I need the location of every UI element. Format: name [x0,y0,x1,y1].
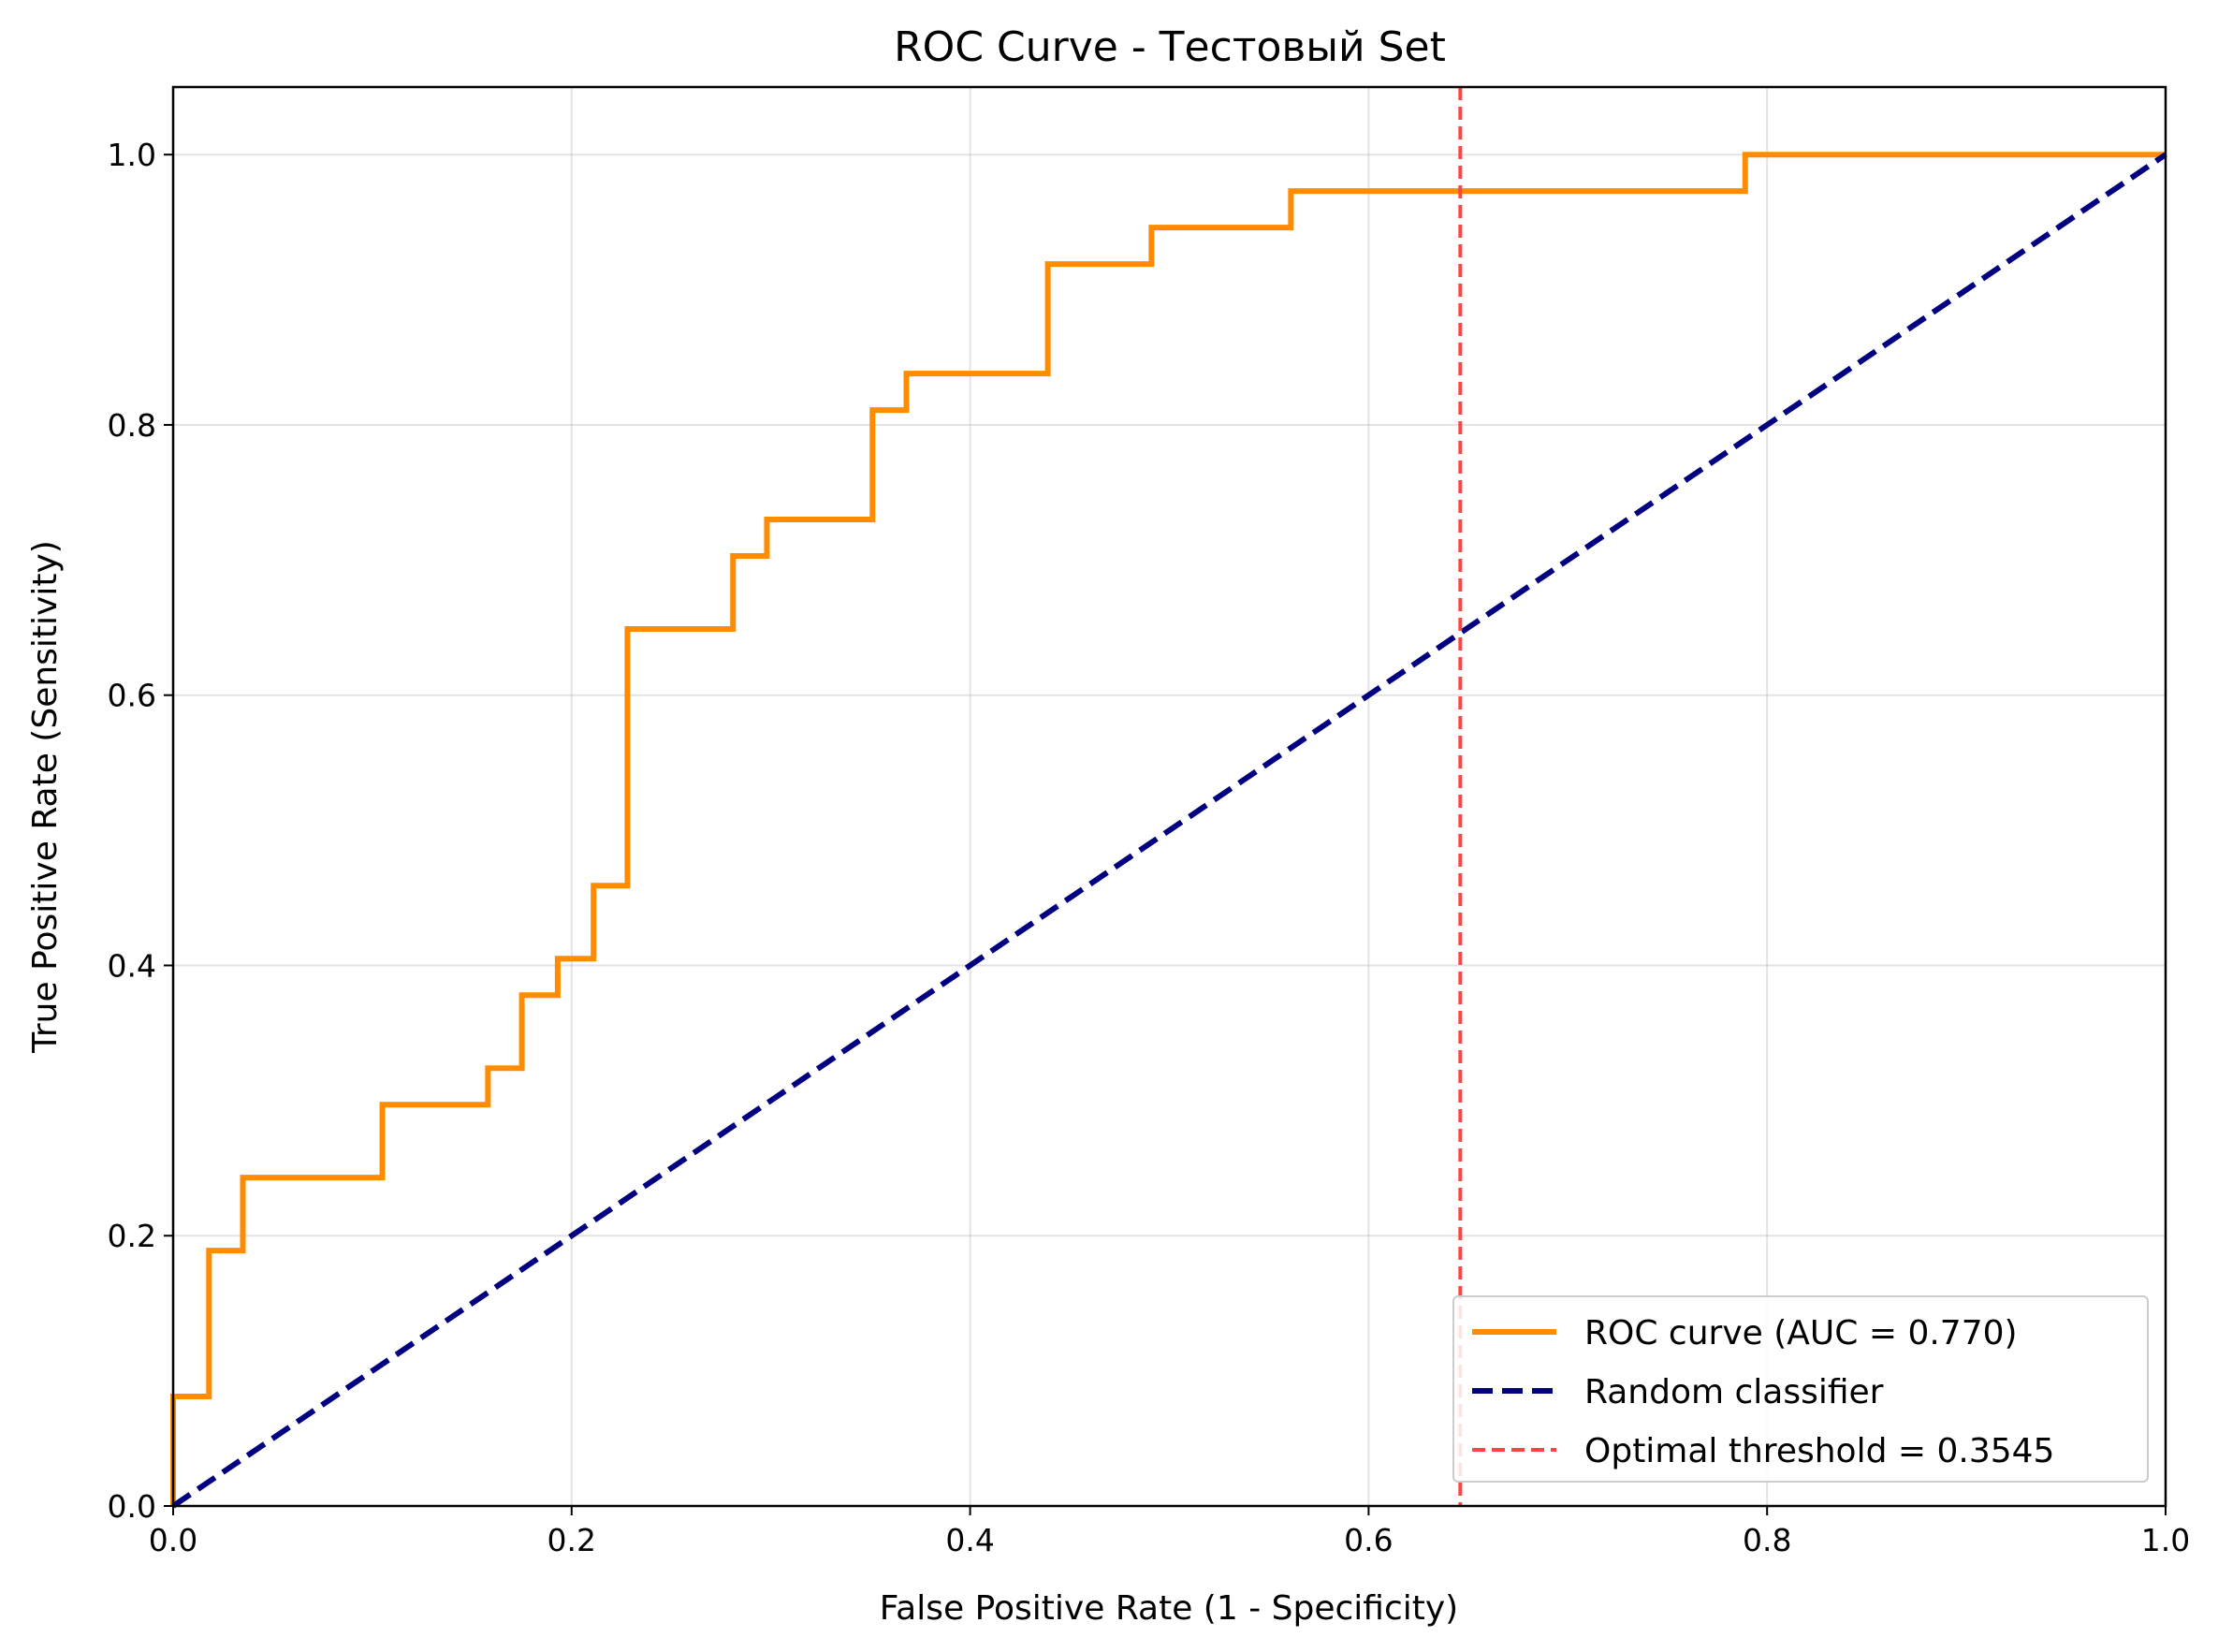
legend: ROC curve (AUC = 0.770) Random classifie… [1452,1295,2149,1483]
legend-label-threshold: Optimal threshold = 0.3545 [1584,1432,2054,1470]
x-tick-label: 0.6 [1344,1522,1393,1558]
ticks: 0.0 0.2 0.4 0.6 0.8 1.0 0.0 0.2 0.4 0.6 0.8 1.0 [108,137,2191,1558]
x-axis-label: False Positive Rate (1 - Specificity) [880,1589,1458,1628]
y-tick-label: 0.6 [108,678,156,714]
grid [172,87,2167,1507]
x-tick-label: 0.4 [945,1522,994,1558]
y-tick-label: 1.0 [108,137,156,173]
x-tick-label: 1.0 [2141,1522,2190,1558]
random-classifier-line [171,152,2167,1509]
legend-label-random: Random classifier [1584,1373,1884,1411]
y-tick-label: 0.2 [108,1218,156,1254]
axes-frame [171,85,2167,1508]
x-tick-label: 0.2 [547,1522,596,1558]
roc-curve-line [170,152,2166,1506]
x-tick-label: 0.8 [1743,1522,1791,1558]
y-tick-label: 0.4 [108,947,156,984]
y-tick-label: 0.0 [108,1488,156,1525]
legend-label-roc: ROC curve (AUC = 0.770) [1584,1314,2018,1352]
legend-box [1452,1295,2149,1483]
chart-title: ROC Curve - Тестовый Set [894,23,1446,71]
x-tick-label: 0.0 [149,1522,197,1558]
y-axis-label: True Positive Rate (Sensitivity) [26,540,65,1054]
y-tick-label: 0.8 [108,407,156,444]
plot-area [170,87,2167,1509]
